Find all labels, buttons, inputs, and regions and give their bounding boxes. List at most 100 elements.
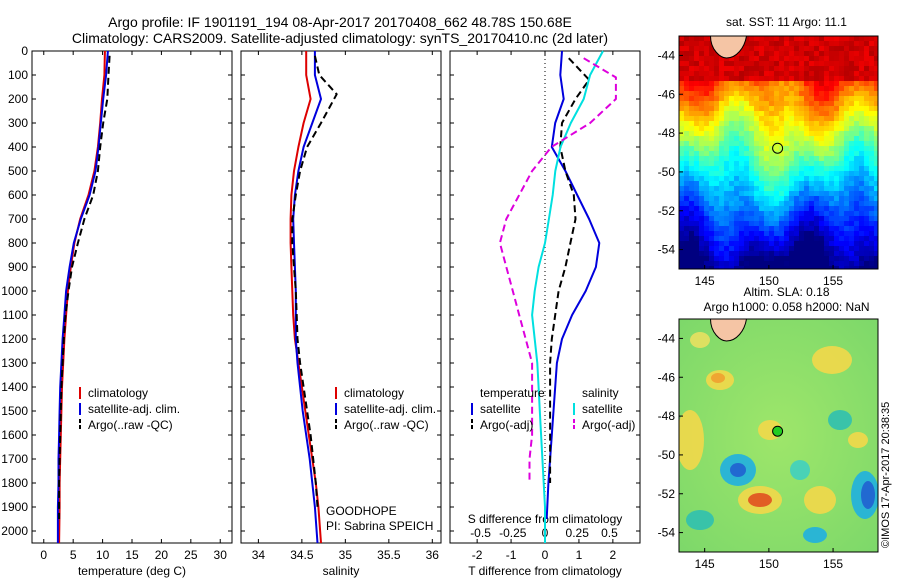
sst-cell: [774, 121, 779, 126]
sst-cell: [774, 96, 779, 101]
differences-xlabel: T difference from climatology: [468, 564, 622, 578]
temperature-ytick-label: 1800: [1, 476, 28, 490]
sst-cell: [854, 71, 859, 76]
sst-cell: [694, 71, 699, 76]
sst-cell: [809, 111, 814, 116]
sst-cell: [724, 161, 729, 166]
sla-map-ytick-label: -50: [658, 448, 676, 462]
sst-cell: [689, 181, 694, 186]
sst-cell: [819, 181, 824, 186]
sst-cell: [769, 236, 774, 241]
sst-cell: [689, 186, 694, 191]
sst-cell: [749, 111, 754, 116]
sst-cell: [744, 111, 749, 116]
sst-cell: [714, 156, 719, 161]
sst-cell: [804, 61, 809, 66]
sst-cell: [764, 211, 769, 216]
sst-cell: [839, 81, 844, 86]
sst-cell: [864, 181, 869, 186]
sst-cell: [694, 181, 699, 186]
sst-cell: [774, 266, 779, 269]
sst-cell: [729, 216, 734, 221]
sst-cell: [679, 251, 684, 256]
sst-cell: [859, 216, 864, 221]
sst-cell: [859, 241, 864, 246]
sst-cell: [689, 111, 694, 116]
sst-cell: [764, 226, 769, 231]
sst-cell: [709, 221, 714, 226]
sst-cell: [799, 126, 804, 131]
sst-cell: [859, 111, 864, 116]
sst-cell: [769, 71, 774, 76]
sst-cell: [679, 166, 684, 171]
sst-cell: [844, 186, 849, 191]
sst-cell: [839, 251, 844, 256]
sst-cell: [779, 56, 784, 61]
sst-cell: [799, 256, 804, 261]
sst-cell: [734, 216, 739, 221]
sst-cell: [844, 71, 849, 76]
sst-cell: [829, 81, 834, 86]
temperature-ytick-label: 100: [8, 68, 28, 82]
sst-cell: [809, 191, 814, 196]
sst-cell: [844, 261, 849, 266]
sst-cell: [704, 196, 709, 201]
sst-cell: [729, 86, 734, 91]
sst-cell: [859, 256, 864, 261]
sst-cell: [864, 41, 869, 46]
sst-cell: [824, 251, 829, 256]
sst-cell: [834, 76, 839, 81]
sst-cell: [854, 151, 859, 156]
sst-cell: [844, 61, 849, 66]
sst-cell: [784, 36, 789, 41]
sst-cell: [734, 116, 739, 121]
sst-cell: [774, 236, 779, 241]
sst-cell: [754, 226, 759, 231]
sst-cell: [754, 111, 759, 116]
sst-cell: [819, 231, 824, 236]
sst-cell: [689, 166, 694, 171]
sst-cell: [734, 81, 739, 86]
sst-cell: [874, 196, 878, 201]
sst-cell: [829, 41, 834, 46]
sst-cell: [714, 151, 719, 156]
sst-cell: [744, 171, 749, 176]
sst-cell: [784, 211, 789, 216]
sst-cell: [789, 226, 794, 231]
sst-cell: [739, 201, 744, 206]
sst-cell: [764, 236, 769, 241]
sst-cell: [869, 211, 874, 216]
sst-cell: [724, 246, 729, 251]
sst-cell: [694, 111, 699, 116]
sst-cell: [689, 41, 694, 46]
sst-cell: [754, 46, 759, 51]
sst-cell: [734, 136, 739, 141]
sst-cell: [704, 236, 709, 241]
sst-cell: [714, 111, 719, 116]
sst-cell: [739, 266, 744, 269]
sst-cell: [739, 126, 744, 131]
sst-cell: [679, 66, 684, 71]
sst-cell: [774, 166, 779, 171]
sst-cell: [859, 221, 864, 226]
sst-cell: [769, 51, 774, 56]
sst-cell: [714, 206, 719, 211]
sst-cell: [739, 151, 744, 156]
sst-cell: [799, 76, 804, 81]
sst-cell: [744, 266, 749, 269]
sst-cell: [749, 121, 754, 126]
sst-cell: [684, 51, 689, 56]
sst-cell: [724, 111, 729, 116]
sst-cell: [789, 231, 794, 236]
sst-cell: [714, 166, 719, 171]
sst-cell: [869, 171, 874, 176]
sst-cell: [699, 121, 704, 126]
sst-cell: [829, 191, 834, 196]
sst-cell: [799, 266, 804, 269]
sst-cell: [754, 121, 759, 126]
sst-cell: [719, 176, 724, 181]
sst-cell: [679, 151, 684, 156]
sst-cell: [689, 46, 694, 51]
sst-cell: [729, 191, 734, 196]
sst-cell: [809, 136, 814, 141]
